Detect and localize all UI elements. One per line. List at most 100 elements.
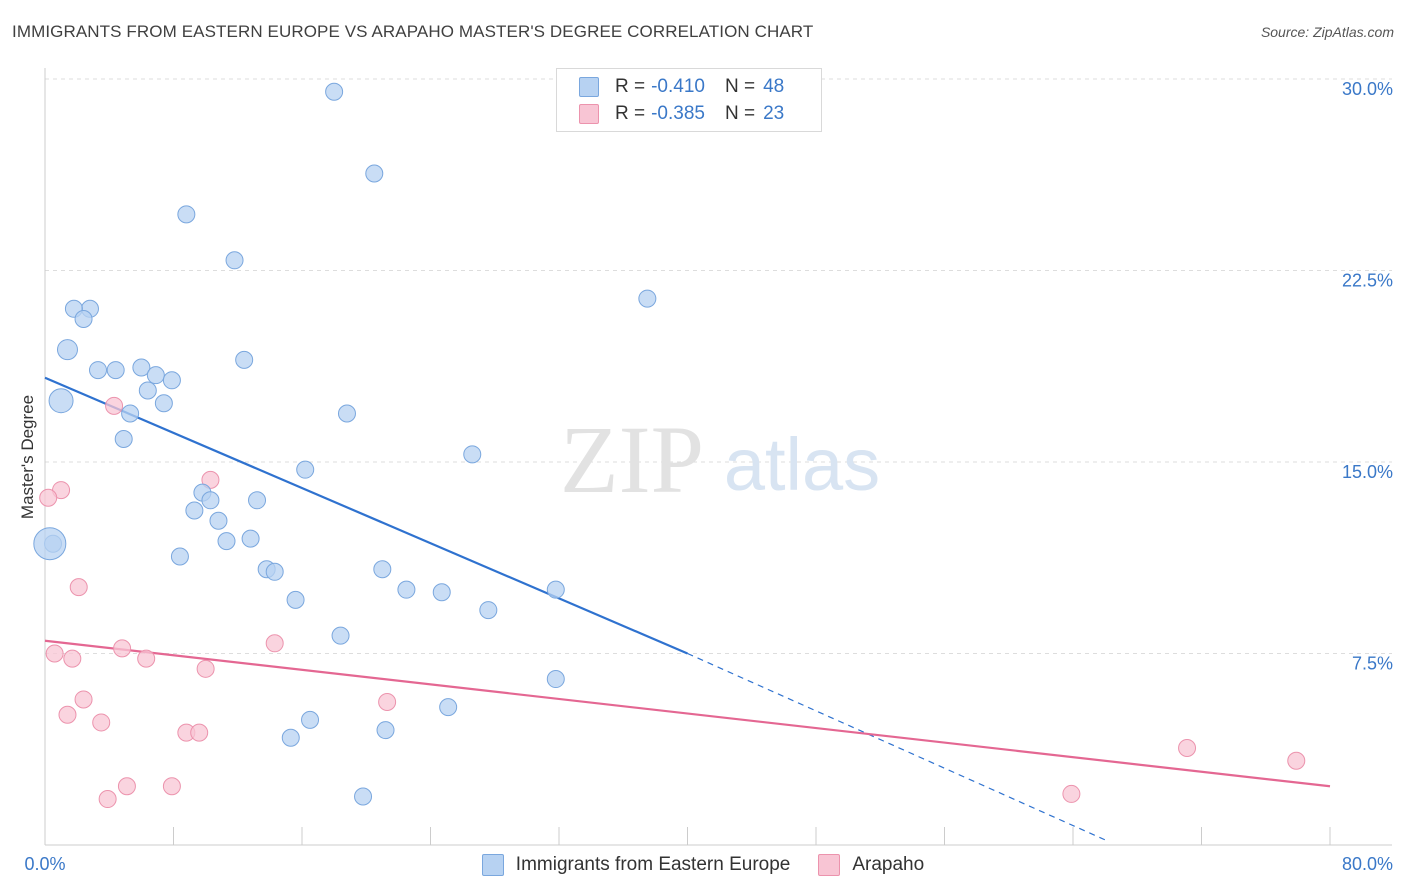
legend-swatch-pink — [579, 104, 599, 124]
trendline-eastern-europe — [44, 376, 688, 655]
data-point-eastern-europe — [106, 361, 125, 380]
data-point-eastern-europe — [479, 601, 498, 620]
legend-swatch-blue — [579, 77, 599, 97]
source-label: Source: ZipAtlas.com — [1260, 24, 1394, 40]
axes — [44, 68, 1392, 846]
y-tick-label: 30.0% — [1342, 79, 1393, 99]
data-point-eastern-europe — [301, 710, 320, 729]
data-point-arapaho — [1178, 738, 1197, 757]
data-point-eastern-europe — [138, 381, 157, 400]
data-point-eastern-europe — [121, 404, 140, 423]
data-point-eastern-europe — [296, 460, 315, 479]
data-point-eastern-europe — [132, 358, 151, 377]
data-point-eastern-europe — [546, 580, 565, 599]
data-point-eastern-europe — [439, 698, 458, 717]
data-point-arapaho — [196, 659, 215, 678]
y-tick-label: 22.5% — [1342, 271, 1393, 291]
legend-label-eastern-europe: Immigrants from Eastern Europe — [515, 854, 791, 875]
data-point-eastern-europe — [373, 560, 392, 579]
series-eastern-europe-points — [33, 82, 657, 806]
data-point-arapaho — [137, 649, 156, 668]
legend-r-label: R = — [615, 76, 646, 97]
chart-title: IMMIGRANTS FROM EASTERN EUROPE VS ARAPAH… — [12, 22, 814, 41]
legend-r-value: -0.410 — [651, 76, 705, 97]
data-point-eastern-europe — [114, 430, 133, 449]
tick-labels: 7.5% 15.0% 22.5% 30.0% 0.0% 80.0% — [24, 79, 1393, 874]
data-point-eastern-europe — [225, 251, 244, 270]
series-legend: Immigrants from Eastern Europe Arapaho — [0, 852, 1406, 878]
data-point-eastern-europe — [33, 527, 67, 561]
data-point-eastern-europe — [177, 205, 196, 224]
series-arapaho-points — [39, 396, 1306, 809]
data-point-arapaho — [69, 578, 88, 597]
y-tick-label: 7.5% — [1352, 654, 1393, 674]
trendline-arapaho — [44, 639, 1331, 788]
data-point-eastern-europe — [217, 532, 236, 551]
data-point-eastern-europe — [162, 371, 181, 390]
data-point-eastern-europe — [397, 580, 416, 599]
data-point-eastern-europe — [265, 562, 284, 581]
data-point-arapaho — [39, 488, 58, 507]
data-point-eastern-europe — [146, 366, 165, 385]
legend-swatch-pink — [818, 854, 841, 876]
data-point-arapaho — [162, 777, 181, 796]
legend-r-value: -0.385 — [651, 103, 705, 124]
data-point-eastern-europe — [248, 491, 267, 510]
legend-n-label: N = — [724, 103, 756, 124]
data-point-eastern-europe — [337, 404, 356, 423]
data-point-eastern-europe — [235, 350, 254, 369]
data-point-eastern-europe — [286, 590, 305, 609]
data-point-eastern-europe — [201, 491, 220, 510]
y-axis-label: Master's Degree — [18, 394, 37, 520]
data-point-arapaho — [1287, 751, 1306, 770]
data-point-arapaho — [117, 777, 136, 796]
data-point-eastern-europe — [432, 583, 451, 602]
legend-swatch-blue — [481, 854, 504, 876]
data-point-eastern-europe — [376, 721, 395, 740]
legend-n-value: 23 — [763, 103, 785, 124]
legend-item-eastern-europe: Immigrants from Eastern Europe — [481, 854, 791, 876]
legend-n-value: 48 — [763, 76, 785, 97]
data-point-eastern-europe — [74, 310, 93, 329]
trendline-eastern-europe-extension — [687, 652, 1106, 841]
data-point-eastern-europe — [170, 547, 189, 566]
data-point-arapaho — [105, 396, 124, 415]
data-point-eastern-europe — [241, 529, 260, 548]
data-point-arapaho — [378, 693, 397, 712]
data-point-eastern-europe — [638, 289, 657, 308]
data-point-arapaho — [74, 690, 93, 709]
data-point-eastern-europe — [331, 626, 350, 645]
data-point-eastern-europe — [325, 82, 344, 101]
legend-label-arapaho: Arapaho — [852, 854, 925, 875]
data-point-eastern-europe — [546, 670, 565, 689]
trendlines — [44, 376, 1331, 841]
legend-n-label: N = — [724, 76, 756, 97]
data-point-eastern-europe — [209, 511, 228, 530]
data-point-eastern-europe — [89, 361, 108, 380]
data-point-arapaho — [201, 470, 220, 489]
gridlines — [45, 78, 1392, 654]
watermark: ZIP atlas — [560, 406, 880, 513]
data-point-arapaho — [265, 634, 284, 653]
legend-item-arapaho: Arapaho — [818, 854, 924, 876]
data-point-eastern-europe — [48, 388, 74, 414]
legend-row-eastern-europe: R = -0.410 N = 48 — [579, 75, 784, 99]
legend-r-label: R = — [615, 103, 646, 124]
data-point-arapaho — [58, 705, 77, 724]
x-tick-label: 0.0% — [24, 854, 65, 874]
data-point-eastern-europe — [185, 501, 204, 520]
data-point-arapaho — [92, 713, 111, 732]
data-point-eastern-europe — [365, 164, 384, 183]
data-point-arapaho — [1062, 784, 1081, 803]
x-tick-label: 80.0% — [1342, 854, 1393, 874]
data-point-eastern-europe — [281, 728, 300, 747]
correlation-legend: R = -0.410 N = 48 R = -0.385 N = 23 — [556, 68, 822, 132]
data-point-eastern-europe — [354, 787, 373, 806]
data-point-arapaho — [63, 649, 82, 668]
data-point-arapaho — [98, 790, 117, 809]
data-point-arapaho — [190, 723, 209, 742]
watermark-zip: ZIP — [560, 406, 704, 513]
data-point-eastern-europe — [463, 445, 482, 464]
y-tick-label: 15.0% — [1342, 462, 1393, 482]
